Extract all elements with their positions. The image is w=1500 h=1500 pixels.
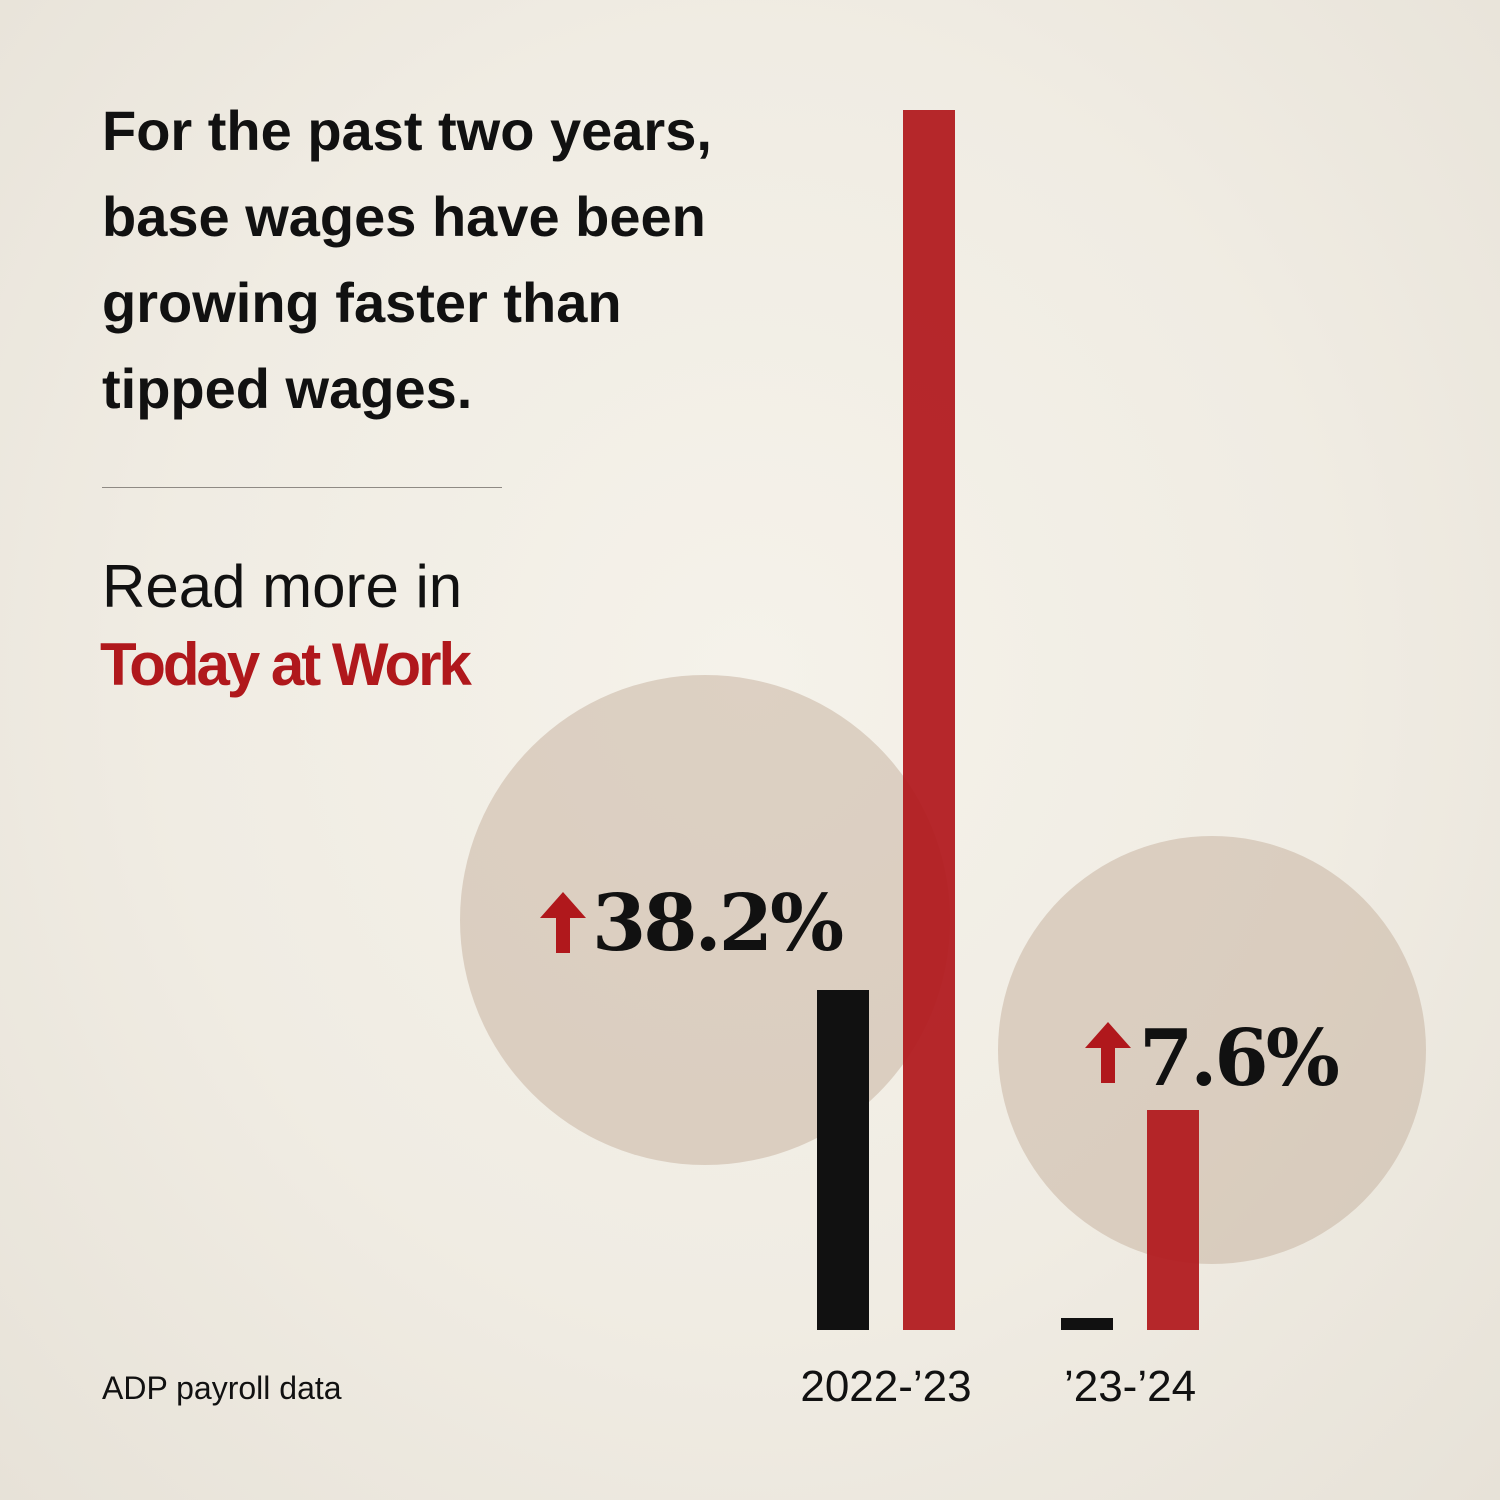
bars-layer (817, 110, 1199, 1330)
percent-labels: 38.2% 7.6% (540, 878, 1342, 1104)
bar-red-1 (903, 110, 955, 1330)
read-more-text: Read more in (102, 553, 463, 620)
tick-labels: 2022-’23 ’23-’24 (800, 1362, 1196, 1411)
source-note: ADP payroll data (102, 1370, 342, 1406)
bar-dark-2 (1061, 1318, 1113, 1330)
today-at-work-link[interactable]: Today at Work (100, 631, 472, 698)
headline: For the past two years, base wages have … (102, 99, 712, 420)
tick-label-2: ’23-’24 (1064, 1362, 1196, 1411)
percent-label-1: 38.2% (540, 878, 846, 969)
tick-label-1: 2022-’23 (800, 1362, 971, 1411)
bar-red-2 (1147, 1110, 1199, 1330)
percent-label-2: 7.6% (1085, 1013, 1342, 1104)
up-arrow-icon (1085, 1022, 1131, 1083)
bar-dark-1 (817, 990, 869, 1330)
divider (102, 487, 502, 488)
background-circle-right (998, 836, 1426, 1264)
percent-value-2: 7.6% (1139, 1013, 1339, 1104)
up-arrow-icon (540, 892, 586, 953)
percent-value-1: 38.2% (592, 878, 843, 969)
